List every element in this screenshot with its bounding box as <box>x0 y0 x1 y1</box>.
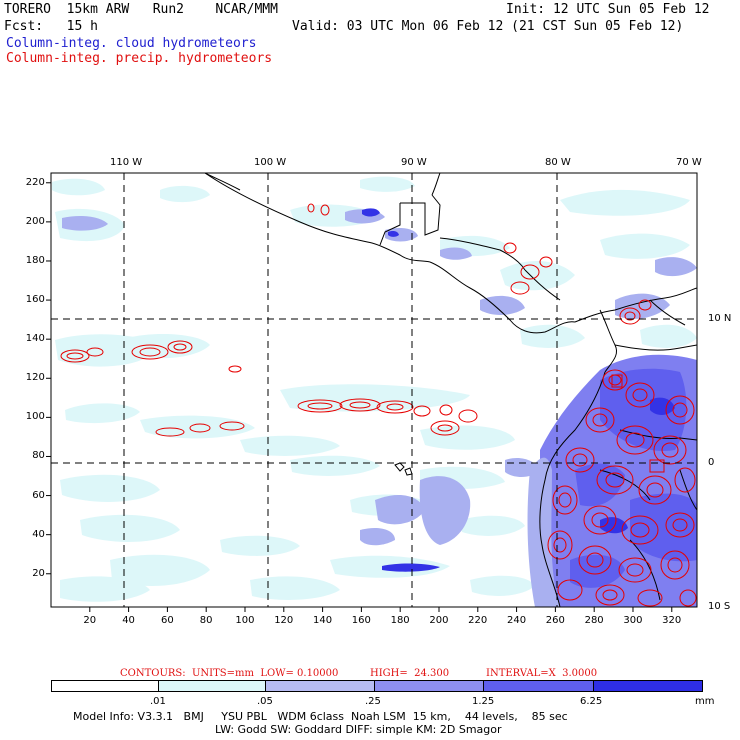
lat-label: 10 N <box>708 313 732 324</box>
x-tick-label: 160 <box>351 615 371 626</box>
map-frame <box>50 172 698 608</box>
x-tick-label: 60 <box>160 615 174 626</box>
x-tick-label: 140 <box>312 615 333 626</box>
colorbar-label: .25 <box>365 696 381 707</box>
lon-label: 70 W <box>676 157 702 168</box>
y-tick-label: 60 <box>32 489 45 501</box>
colorbar-bin-5 <box>593 680 703 692</box>
init-time: Init: 12 UTC Sun 05 Feb 12 <box>506 2 710 17</box>
colorbar-label: 6.25 <box>580 696 603 707</box>
axis-tick-marks <box>46 182 673 612</box>
model-info: Model Info: V3.3.1 BMJ YSU PBL WDM 6clas… <box>73 710 568 723</box>
valid-time: Valid: 03 UTC Mon 06 Feb 12 (21 CST Sun … <box>292 19 684 34</box>
y-tick-label: 180 <box>25 254 45 266</box>
contour-info: CONTOURS: UNITS=mm LOW= 0.10000 <box>120 668 339 679</box>
x-tick-label: 320 <box>662 615 682 626</box>
y-tick-label: 160 <box>25 294 45 306</box>
lat-label: 0 <box>708 457 715 468</box>
lat-label: 10 S <box>708 601 731 612</box>
y-tick-label: 120 <box>25 372 45 384</box>
x-tick-label: 220 <box>468 615 488 626</box>
colorbar-bin-0 <box>51 680 159 692</box>
colorbar-label: 1.25 <box>472 696 495 707</box>
precip-contour-layer <box>60 203 697 607</box>
contour-interval: INTERVAL=X 3.0000 <box>486 668 598 679</box>
lon-label: 110 W <box>110 157 143 168</box>
x-tick-label: 80 <box>199 615 213 626</box>
x-tick-label: 280 <box>584 615 604 626</box>
forecast-hour: Fcst: 15 h <box>4 19 98 34</box>
y-tick-label: 140 <box>25 333 45 345</box>
colorbar-bin-4 <box>483 680 594 692</box>
x-tick-label: 260 <box>545 615 565 626</box>
colorbar-label: .05 <box>257 696 273 707</box>
field-label-precip: Column-integ. precip. hydrometeors <box>6 51 273 66</box>
x-tick-label: 300 <box>623 615 643 626</box>
x-tick-label: 100 <box>235 615 255 626</box>
colorbar-bin-1 <box>158 680 266 692</box>
contour-high: HIGH= 24.300 <box>370 668 450 679</box>
x-tick-label: 20 <box>83 615 97 626</box>
lon-label: 80 W <box>545 157 571 168</box>
colorbar-units: mm <box>695 696 715 707</box>
colorbar-label: .01 <box>150 696 166 707</box>
graticule-layer <box>51 173 697 607</box>
y-tick-label: 20 <box>32 567 45 579</box>
y-tick-label: 40 <box>32 528 45 540</box>
x-tick-label: 40 <box>122 615 135 626</box>
x-tick-label: 200 <box>429 615 449 626</box>
x-tick-label: 120 <box>274 615 294 626</box>
lon-label: 100 W <box>254 157 287 168</box>
colorbar-bin-2 <box>265 680 375 692</box>
model-physics: LW: Godd SW: Goddard DIFF: simple KM: 2D… <box>215 723 502 736</box>
x-tick-label: 240 <box>506 615 527 626</box>
field-label-cloud: Column-integ. cloud hydrometeors <box>6 36 257 51</box>
y-tick-label: 80 <box>32 450 45 462</box>
y-tick-label: 220 <box>25 176 45 188</box>
x-tick-label: 180 <box>390 615 410 626</box>
lon-label: 90 W <box>401 157 427 168</box>
model-title: TORERO 15km ARW Run2 NCAR/MMM <box>4 2 278 17</box>
y-tick-label: 200 <box>25 215 45 227</box>
y-tick-label: 100 <box>25 411 45 423</box>
colorbar-bin-3 <box>374 680 484 692</box>
